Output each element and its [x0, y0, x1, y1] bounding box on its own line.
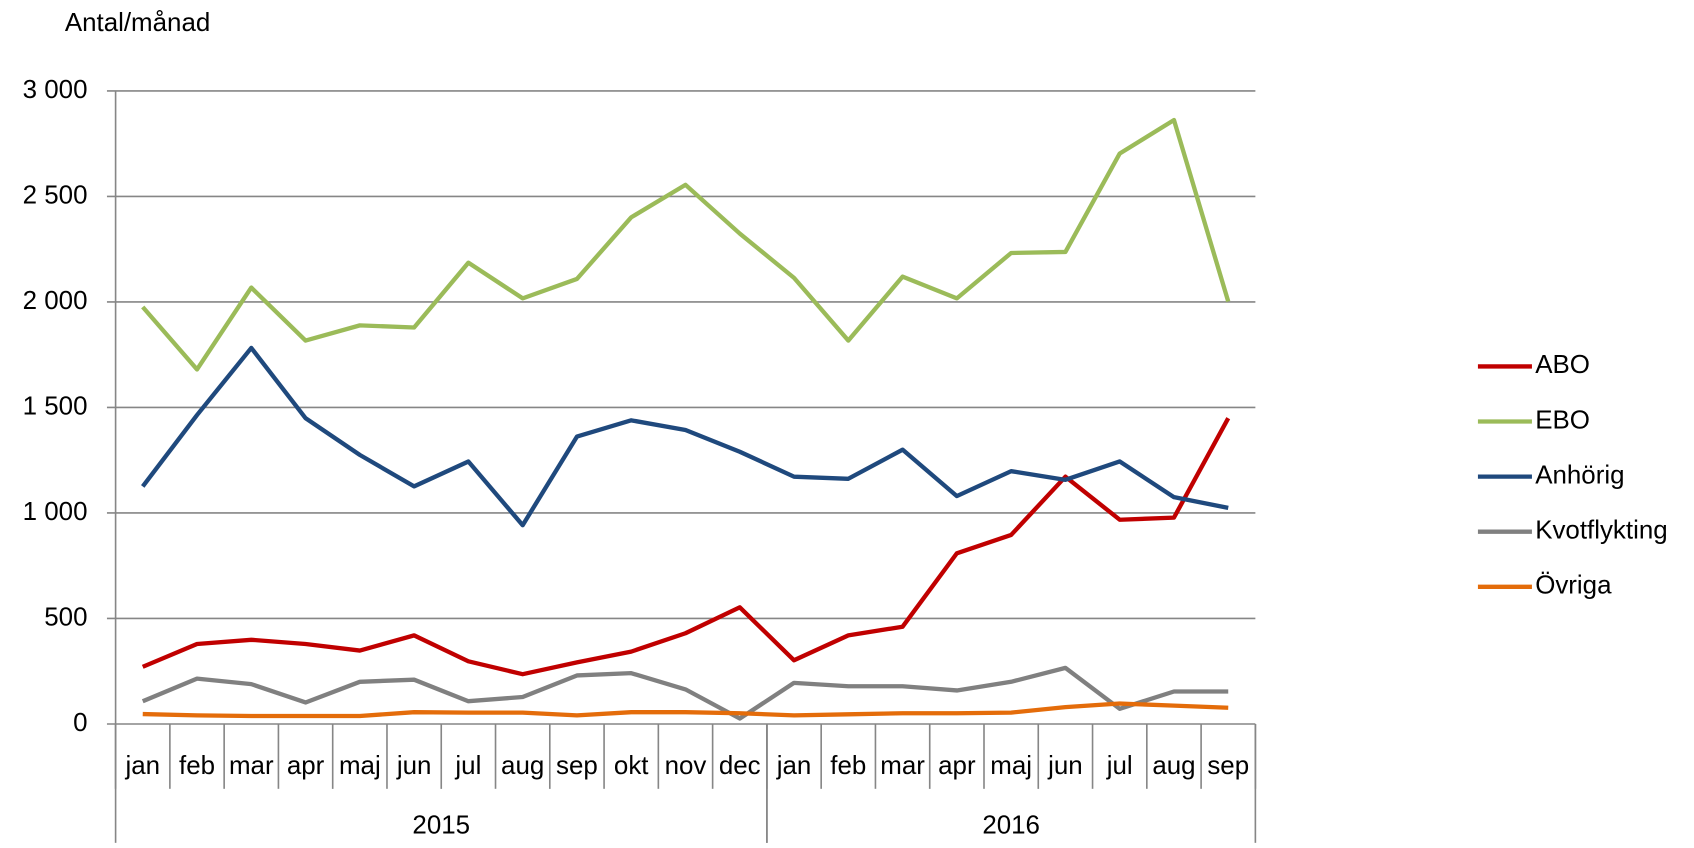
line-series: [141, 417, 1231, 677]
line-series: [141, 665, 1229, 721]
x-tick-label: jul: [454, 752, 481, 780]
y-tick-label: 1 500: [23, 392, 88, 420]
x-tick-label: mar: [880, 752, 925, 780]
x-tick-label: apr: [938, 752, 976, 780]
x-tick-label: maj: [339, 752, 381, 780]
group-label: 2016: [982, 811, 1040, 839]
legend-label: Kvotflykting: [1535, 517, 1667, 545]
x-tick-label: feb: [179, 752, 215, 780]
axis-title: Antal/månad: [65, 9, 210, 37]
y-tick-label: 0: [73, 709, 87, 737]
x-tick-label: jul: [1106, 752, 1133, 780]
x-tick-label: okt: [614, 752, 649, 780]
group-label: 2015: [412, 811, 470, 839]
legend-label: ABO: [1535, 351, 1590, 379]
x-tick-label: maj: [990, 752, 1032, 780]
x-tick-label: sep: [556, 752, 598, 780]
line-series: [141, 117, 1231, 372]
legend-label: EBO: [1535, 406, 1590, 434]
line-series: [141, 345, 1229, 528]
line-series: [142, 701, 1229, 719]
x-tick-label: jun: [1047, 752, 1083, 780]
x-tick-label: jan: [776, 752, 812, 780]
x-tick-label: nov: [665, 752, 707, 780]
x-tick-label: sep: [1207, 752, 1249, 780]
x-tick-label: apr: [287, 752, 325, 780]
y-tick-label: 500: [44, 603, 87, 631]
x-tick-label: aug: [1152, 752, 1195, 780]
x-tick-label: aug: [501, 752, 544, 780]
x-tick-label: mar: [229, 752, 274, 780]
x-tick-label: feb: [830, 752, 866, 780]
y-tick-label: 2 000: [23, 287, 88, 315]
x-tick-label: dec: [719, 752, 761, 780]
legend-label: Anhörig: [1535, 461, 1624, 489]
x-tick-label: jan: [124, 752, 160, 780]
y-tick-label: 1 000: [23, 498, 88, 526]
y-tick-label: 2 500: [23, 181, 88, 209]
legend-label: Övriga: [1535, 572, 1612, 600]
x-tick-label: jun: [396, 752, 432, 780]
y-tick-label: 3 000: [23, 76, 88, 104]
